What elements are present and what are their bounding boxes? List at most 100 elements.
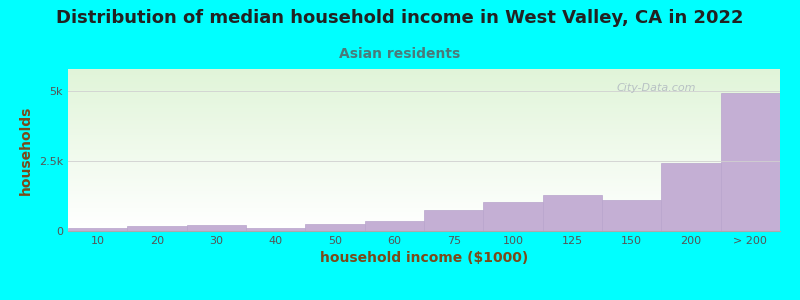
Bar — [68, 157, 780, 158]
Bar — [68, 169, 780, 170]
Bar — [68, 190, 780, 191]
Bar — [68, 151, 780, 152]
Bar — [68, 100, 780, 101]
Bar — [542, 195, 602, 231]
Bar — [68, 98, 780, 99]
Bar — [68, 80, 780, 81]
Bar — [68, 201, 780, 202]
Bar — [68, 216, 780, 217]
Bar — [68, 164, 780, 165]
Bar — [68, 204, 780, 205]
Bar — [68, 118, 780, 119]
Y-axis label: households: households — [19, 105, 34, 195]
Bar — [68, 83, 780, 84]
Bar — [68, 89, 780, 90]
Bar — [424, 210, 483, 231]
Bar — [306, 224, 365, 231]
Bar — [68, 137, 780, 138]
Bar — [68, 136, 780, 137]
Bar — [68, 148, 780, 149]
Bar — [68, 153, 780, 154]
Bar — [127, 226, 186, 231]
Bar — [68, 222, 780, 223]
Bar — [68, 152, 780, 153]
Bar — [68, 188, 780, 189]
Bar — [68, 230, 780, 231]
Bar — [68, 101, 780, 102]
Bar — [68, 104, 780, 105]
Bar — [68, 131, 780, 132]
Bar — [68, 166, 780, 167]
Bar — [68, 86, 780, 87]
Bar — [68, 70, 780, 71]
Bar — [68, 175, 780, 176]
Bar — [68, 117, 780, 118]
Bar — [68, 87, 780, 88]
Bar — [68, 93, 780, 94]
Bar — [68, 124, 780, 125]
Bar — [68, 161, 780, 162]
Bar — [68, 215, 780, 216]
Bar — [68, 212, 780, 213]
Bar — [68, 208, 780, 209]
Bar — [68, 72, 780, 73]
Bar — [68, 194, 780, 195]
Bar — [68, 128, 780, 129]
Bar — [68, 226, 780, 227]
Bar — [483, 202, 542, 231]
Bar — [68, 209, 780, 210]
Bar — [68, 140, 780, 141]
Bar — [68, 119, 780, 120]
Bar — [68, 224, 780, 225]
Bar — [68, 108, 780, 109]
Bar — [68, 213, 780, 214]
Bar — [68, 77, 780, 78]
Bar — [68, 155, 780, 156]
Bar — [68, 160, 780, 161]
Bar — [68, 172, 780, 173]
Bar — [68, 173, 780, 174]
Bar — [68, 146, 780, 147]
Bar — [68, 115, 780, 116]
Bar — [68, 84, 780, 85]
Bar — [68, 139, 780, 140]
Bar — [68, 122, 780, 123]
Bar — [68, 160, 780, 161]
Bar — [68, 223, 780, 224]
Bar — [68, 105, 780, 106]
Bar — [68, 129, 780, 130]
Bar — [246, 228, 306, 231]
Bar — [68, 69, 780, 70]
Bar — [68, 214, 780, 215]
Bar — [68, 149, 780, 150]
Bar — [68, 221, 780, 222]
Bar — [68, 189, 780, 190]
Bar — [68, 158, 780, 159]
Bar — [68, 200, 780, 201]
Bar — [68, 106, 780, 107]
Bar — [68, 102, 780, 103]
Bar — [68, 179, 780, 180]
Bar — [68, 205, 780, 206]
Bar — [68, 74, 780, 75]
Bar — [68, 138, 780, 139]
Bar — [68, 183, 780, 184]
Bar — [68, 134, 780, 135]
Bar — [68, 178, 780, 179]
Bar — [68, 196, 780, 197]
Bar — [68, 76, 780, 77]
Text: Distribution of median household income in West Valley, CA in 2022: Distribution of median household income … — [56, 9, 744, 27]
Bar — [68, 103, 780, 104]
Bar — [68, 126, 780, 127]
Bar — [68, 202, 780, 203]
Bar — [68, 143, 780, 144]
Bar — [68, 144, 780, 145]
Text: City-Data.com: City-Data.com — [616, 83, 696, 93]
Bar — [68, 91, 780, 92]
Bar — [68, 192, 780, 193]
Bar — [68, 120, 780, 121]
Bar — [68, 99, 780, 100]
Bar — [68, 162, 780, 163]
Bar — [68, 165, 780, 166]
Bar — [68, 145, 780, 146]
